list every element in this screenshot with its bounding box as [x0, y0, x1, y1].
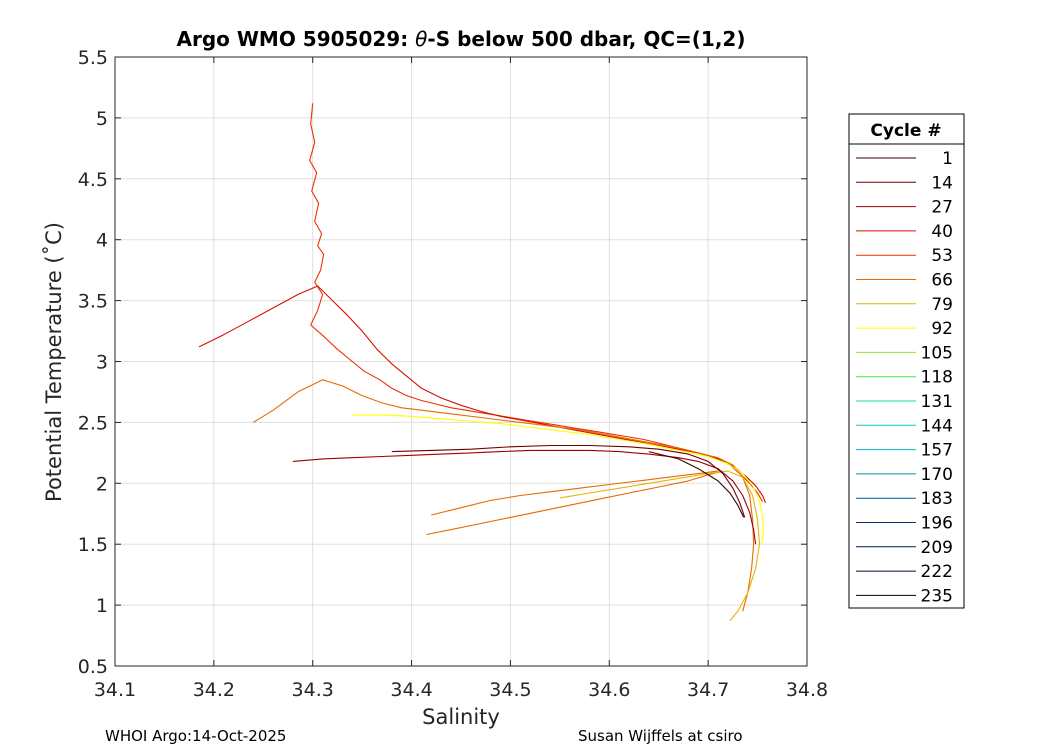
y-tick-label: 1.5	[78, 534, 108, 556]
series-line-66	[253, 379, 755, 612]
series-line-66b	[426, 470, 724, 536]
legend-title: Cycle #	[870, 121, 941, 141]
series-line-14	[391, 444, 746, 518]
x-tick-label: 34.4	[390, 679, 432, 701]
y-tick-label: 2	[96, 473, 108, 495]
legend-label: 66	[931, 271, 953, 291]
y-tick-label: 4.5	[78, 169, 108, 191]
series-layer	[198, 103, 767, 622]
series-line-79	[559, 470, 761, 622]
y-tick-label: 2.5	[78, 412, 108, 434]
legend-label: 118	[921, 368, 953, 388]
legend-label: 40	[931, 222, 953, 242]
series-line-66c	[431, 470, 719, 516]
legend-entries: 1 14 27 40 53 66 79 92 105 118 131 144 157 170 183 196 2…	[856, 149, 953, 606]
x-tick-label: 34.2	[193, 679, 235, 701]
footer-right: Susan Wijffels at csiro	[578, 727, 743, 745]
legend-label: 183	[921, 489, 953, 509]
y-axis-label: Potential Temperature (˚C)	[42, 222, 66, 502]
x-tick-label: 34.1	[94, 679, 136, 701]
series-line-1	[648, 451, 745, 518]
legend-label: 27	[931, 198, 953, 218]
series-line-92	[352, 414, 765, 545]
series-line-40	[198, 285, 767, 504]
legend-label: 79	[931, 295, 953, 315]
legend-label: 131	[921, 392, 953, 412]
y-tick-label: 5.5	[78, 47, 108, 69]
legend-label: 92	[931, 319, 953, 339]
legend-label: 105	[921, 343, 953, 363]
x-tick-label: 34.6	[588, 679, 630, 701]
legend-label: 170	[921, 465, 953, 485]
y-tick-label: 4	[96, 230, 108, 252]
x-tick-label: 34.8	[786, 679, 828, 701]
chart-title: Argo WMO 5905029: θ-S below 500 dbar, QC…	[177, 27, 746, 51]
y-tick-label: 3.5	[78, 291, 108, 313]
y-tick-label: 0.5	[78, 656, 108, 678]
x-axis: 34.1 34.2 34.3 34.4 34.5 34.6 34.7 34.8	[94, 57, 828, 701]
legend-label: 53	[931, 246, 953, 266]
legend-box	[848, 113, 965, 609]
y-tick-label: 5	[96, 108, 108, 130]
x-tick-label: 34.5	[489, 679, 531, 701]
x-axis-label: Salinity	[422, 705, 500, 729]
y-tick-label: 1	[96, 595, 108, 617]
y-tick-label: 3	[96, 352, 108, 374]
legend-label: 235	[921, 586, 953, 606]
legend-label: 144	[921, 416, 953, 436]
x-tick-label: 34.3	[292, 679, 334, 701]
y-axis: 0.5 1 1.5 2 2.5 3 3.5 4 4.5 5 5.5	[78, 47, 807, 678]
legend-label: 209	[921, 538, 953, 558]
legend: Cycle # 1 14 27 40 53 66 79 92 105 118 131 144 157 17…	[848, 113, 965, 609]
legend-label: 1	[942, 149, 953, 169]
legend-label: 196	[921, 514, 953, 534]
x-tick-label: 34.7	[687, 679, 729, 701]
legend-label: 157	[921, 441, 953, 461]
series-line-27	[292, 449, 757, 545]
legend-label: 222	[921, 562, 953, 582]
footer-left: WHOI Argo:14-Oct-2025	[105, 727, 286, 745]
legend-label: 14	[931, 173, 953, 193]
